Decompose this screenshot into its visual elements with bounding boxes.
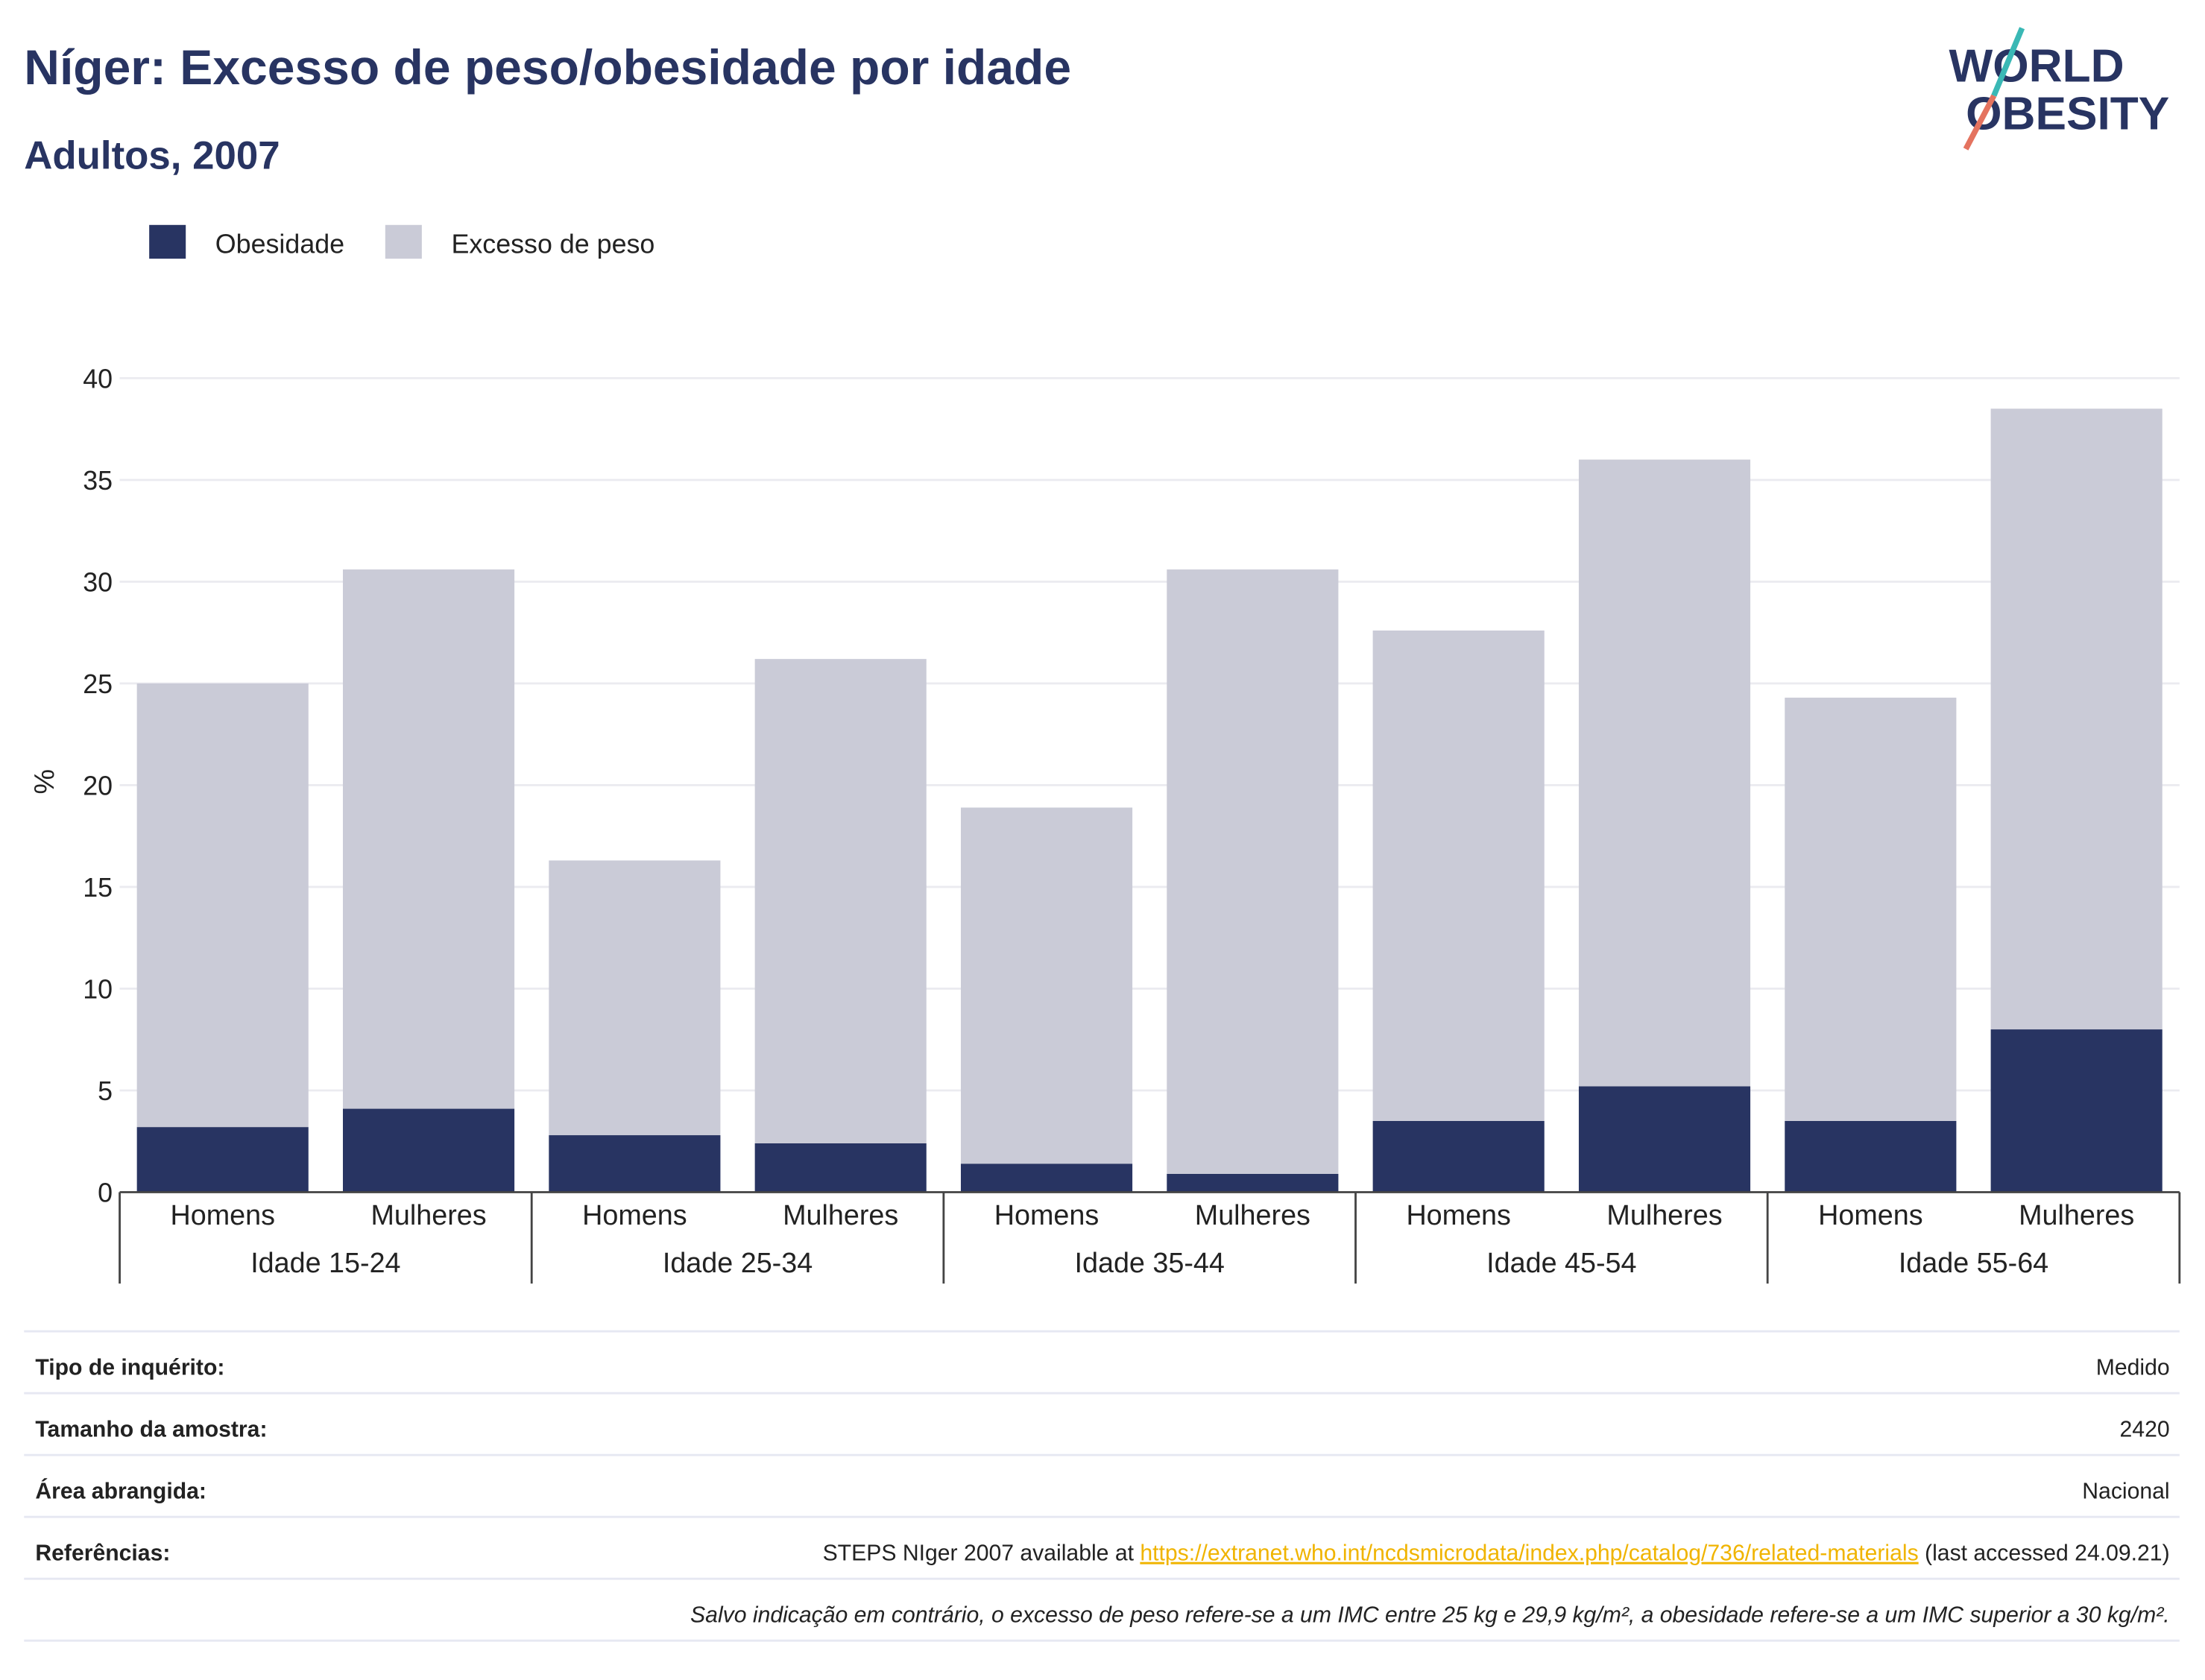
chart-subtitle: Adultos, 2007 [24, 133, 280, 177]
bar-segment [1990, 1029, 2163, 1193]
bar-segment [754, 1143, 927, 1193]
y-tick-label: 25 [83, 669, 113, 699]
x-tick-label: Homens [1818, 1199, 1922, 1231]
bar-segment [549, 1135, 721, 1193]
y-tick-label: 0 [98, 1178, 113, 1208]
row-value: 2420 [2120, 1418, 2170, 1442]
bar-segment [1785, 1120, 1957, 1193]
reference-link[interactable]: https://extranet.who.int/ncdsmicrodata/i… [1140, 1541, 1918, 1566]
legend-swatch [385, 224, 422, 259]
logo-slash [1991, 27, 2025, 97]
info-table: Tipo de inquérito: Medido Tamanho da amost… [24, 1330, 2180, 1642]
bar-segment [960, 1163, 1133, 1193]
legend-label: Obesidade [215, 230, 344, 259]
bar-segment [342, 569, 515, 1109]
bar-segment [136, 1127, 309, 1193]
footnote: Salvo indicação em contrário, o excesso … [690, 1603, 2170, 1628]
y-tick-label: 30 [83, 568, 113, 598]
bar-segment [1578, 459, 1751, 1087]
logo-text: WORLD [1949, 40, 2124, 92]
row-label: Referências: [35, 1541, 170, 1566]
bar-segment [960, 807, 1133, 1164]
row-label: Área abrangida: [35, 1479, 206, 1504]
y-tick-label: 35 [83, 466, 113, 496]
x-tick-label: Homens [994, 1199, 1099, 1231]
group-label: Idade 35-44 [1075, 1247, 1225, 1278]
legend-label: Excesso de peso [451, 230, 654, 259]
bar-segment [342, 1108, 515, 1193]
group-label: Idade 25-34 [663, 1247, 813, 1278]
bar-segment [1578, 1086, 1751, 1193]
y-tick-label: 5 [98, 1076, 113, 1106]
x-tick-label: Mulheres [2019, 1199, 2134, 1231]
x-tick-label: Mulheres [1606, 1199, 1722, 1231]
y-axis-label: % [28, 769, 60, 795]
bar-segment [1167, 1173, 1339, 1193]
bar-segment [1372, 1120, 1545, 1193]
bar-segment [1785, 698, 1957, 1121]
y-tick-label: 15 [83, 873, 113, 903]
row-value: Medido [2096, 1356, 2170, 1380]
x-tick-label: Homens [170, 1199, 274, 1231]
y-tick-label: 40 [83, 364, 113, 394]
x-tick-label: Mulheres [1195, 1199, 1310, 1231]
chart-title: Níger: Excesso de peso/obesidade por ida… [24, 40, 1071, 95]
row-value-text: (last accessed 24.09.21) [1919, 1541, 2170, 1566]
row-value-text: STEPS NIger 2007 available at [823, 1541, 1141, 1566]
bar-segment [549, 860, 721, 1136]
bar-segment [1167, 569, 1339, 1174]
bar-segment [1372, 630, 1545, 1121]
y-tick-label: 10 [83, 975, 113, 1005]
row-value-text: Nacional [2082, 1480, 2169, 1504]
row-value: STEPS NIger 2007 available at https://ex… [823, 1541, 2170, 1566]
x-tick-label: Mulheres [783, 1199, 898, 1231]
logo-text: OBESITY [1966, 89, 2169, 140]
row-label: Tamanho da amostra: [35, 1418, 267, 1442]
x-tick-label: Homens [582, 1199, 687, 1231]
x-tick-label: Homens [1406, 1199, 1510, 1231]
bar-segment [136, 683, 309, 1128]
bar-segment [754, 659, 927, 1143]
group-label: Idade 15-24 [250, 1247, 400, 1278]
legend-swatch [149, 224, 186, 259]
bar-segment [1990, 408, 2163, 1030]
row-value-text: 2420 [2120, 1418, 2170, 1442]
group-label: Idade 55-64 [1899, 1247, 2048, 1278]
row-value-text: Medido [2096, 1356, 2170, 1380]
row-value: Nacional [2082, 1480, 2169, 1504]
row-label: Tipo de inquérito: [35, 1356, 224, 1380]
logo-slash [1963, 94, 1997, 151]
group-label: Idade 45-54 [1486, 1247, 1636, 1278]
y-tick-label: 20 [83, 771, 113, 801]
x-tick-label: Mulheres [370, 1199, 486, 1231]
